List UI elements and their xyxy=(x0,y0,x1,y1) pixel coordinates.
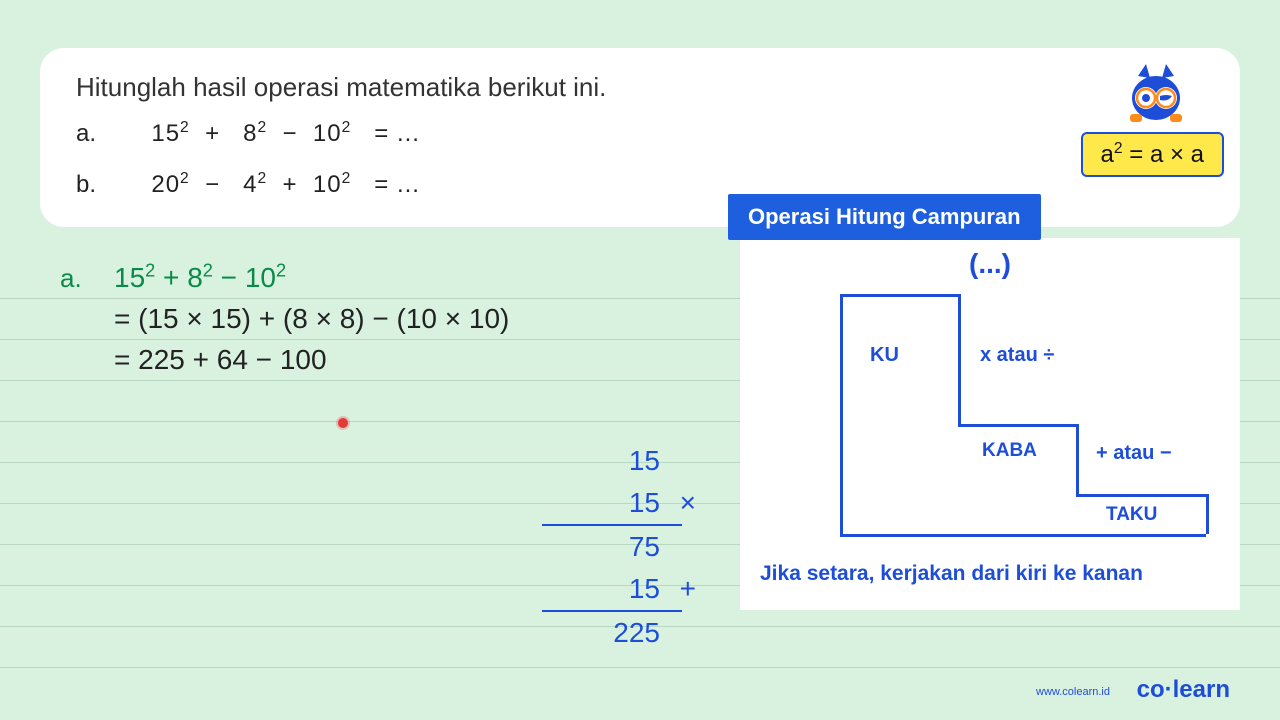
brand-logo: co·learn xyxy=(1137,676,1230,704)
work-line-3: = 225 + 64 − 100 xyxy=(114,340,509,379)
work-area: a. 152 + 82 − 102 = (15 × 15) + (8 × 8) … xyxy=(60,258,509,382)
label-side-1: x atau ÷ xyxy=(980,344,1054,367)
info-footer: Jika setara, kerjakan dari kiri ke kanan xyxy=(760,562,1220,590)
mult-r4: 15 + xyxy=(560,568,660,610)
label-taku: TAKU xyxy=(1106,504,1157,526)
formula-box: a2 = a × a xyxy=(1081,132,1224,177)
item-expr: 202 − 42 + 102 = ... xyxy=(136,170,420,199)
multiplication-column: 15 15 × 75 15 + 225 xyxy=(560,440,660,654)
mult-r2: 15 × xyxy=(560,482,660,524)
work-label: a. xyxy=(60,260,114,296)
item-label: a. xyxy=(76,120,136,148)
info-body: (...) KU KABA TAKU x atau ÷ + atau − Jik… xyxy=(740,238,1240,610)
pointer-dot-icon xyxy=(338,418,348,428)
work-line-2: = (15 × 15) + (8 × 8) − (10 × 10) xyxy=(114,299,509,338)
mult-r3: 75 xyxy=(560,526,660,568)
work-line-1: a. 152 + 82 − 102 xyxy=(60,258,509,297)
info-paren: (...) xyxy=(760,248,1220,280)
label-kaba: KABA xyxy=(982,440,1037,462)
label-ku: KU xyxy=(870,344,899,367)
info-header: Operasi Hitung Campuran xyxy=(728,194,1041,240)
mult-op-1: × xyxy=(680,482,696,524)
formula-text: a2 = a × a xyxy=(1101,141,1204,168)
question-title: Hitunglah hasil operasi matematika berik… xyxy=(76,72,1204,103)
question-item-a: a. 152 + 82 − 102 = ... xyxy=(76,119,1204,148)
item-label: b. xyxy=(76,171,136,199)
label-side-2: + atau − xyxy=(1096,442,1172,465)
work-expr-1: 152 + 82 − 102 xyxy=(114,258,286,297)
question-card: Hitunglah hasil operasi matematika berik… xyxy=(40,48,1240,227)
mascot-owl-icon xyxy=(1116,56,1196,126)
mult-r1: 15 xyxy=(560,440,660,482)
mult-op-2: + xyxy=(680,568,696,610)
info-card: Operasi Hitung Campuran (...) KU KABA TA… xyxy=(740,238,1240,610)
mult-r5: 225 xyxy=(560,612,660,654)
item-expr: 152 + 82 − 102 = ... xyxy=(136,119,420,148)
stairs-diagram: KU KABA TAKU x atau ÷ + atau − xyxy=(760,284,1220,544)
brand-url: www.colearn.id xyxy=(1036,686,1110,698)
